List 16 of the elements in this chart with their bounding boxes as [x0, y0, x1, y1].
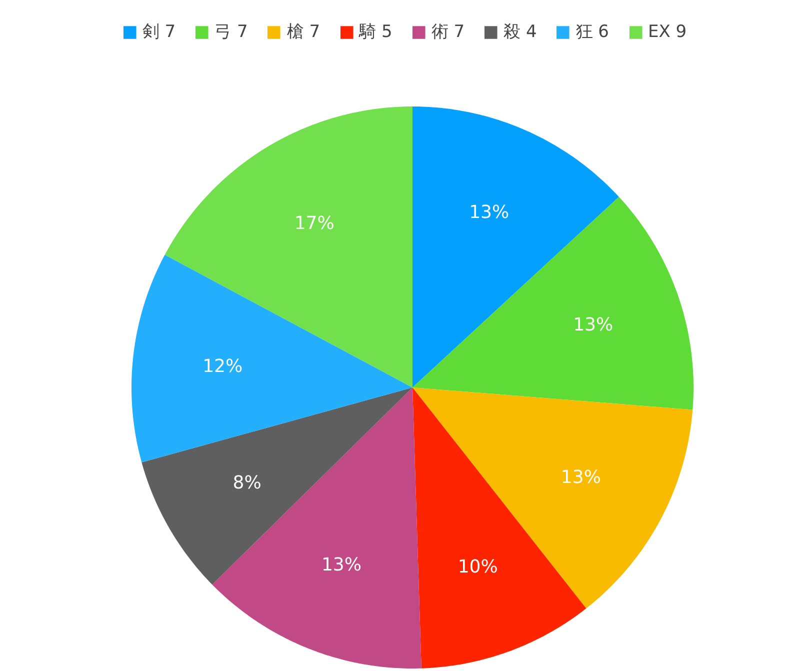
legend-label: 狂 6 [576, 21, 610, 43]
data-label: 13% [321, 554, 362, 576]
data-label: 12% [202, 356, 243, 377]
legend-label: 剣 7 [142, 21, 176, 43]
data-label: 13% [560, 467, 601, 488]
legend-label: 騎 5 [359, 21, 392, 43]
data-label: 13% [469, 202, 510, 223]
legend-label: 弓 7 [214, 21, 248, 43]
data-label: 13% [573, 314, 614, 336]
legend-label: EX 9 [648, 22, 687, 42]
legend-label: 槍 7 [286, 21, 320, 43]
legend-label: 術 7 [431, 21, 465, 43]
data-label: 10% [458, 556, 498, 578]
data-label: 8% [232, 472, 262, 494]
legend-label: 殺 4 [504, 21, 537, 43]
data-label: 17% [294, 213, 334, 234]
